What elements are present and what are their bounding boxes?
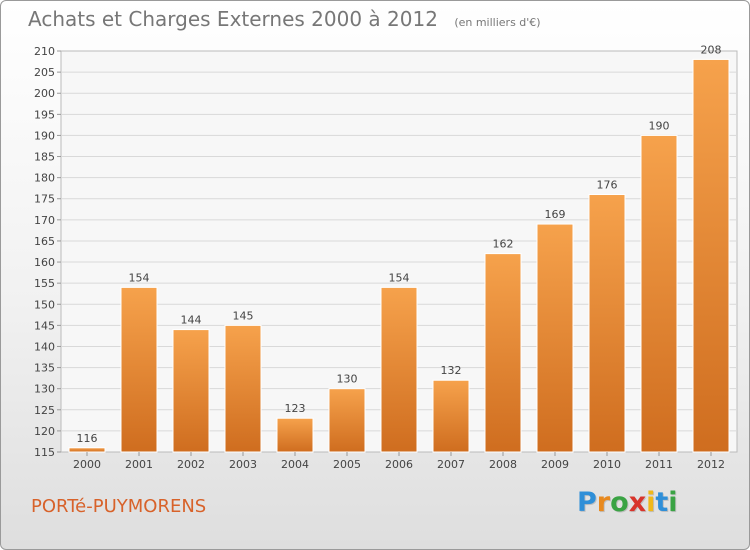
y-tick-label: 185 xyxy=(34,151,55,164)
logo-letter: t xyxy=(655,487,669,518)
data-label-2001: 154 xyxy=(129,271,150,284)
x-tick-label-2000: 2000 xyxy=(73,458,101,471)
x-tick-label-2008: 2008 xyxy=(489,458,517,471)
x-tick-label-2004: 2004 xyxy=(281,458,309,471)
data-label-2003: 145 xyxy=(233,309,254,322)
chart-title-text: Achats et Charges Externes 2000 à 2012 xyxy=(28,7,438,31)
y-tick-label: 195 xyxy=(34,108,55,121)
bar-2008 xyxy=(484,253,522,453)
chart-unit: (en milliers d'€) xyxy=(454,16,541,29)
bar-2002 xyxy=(172,329,210,453)
y-tick-label: 200 xyxy=(34,87,55,100)
logo-letter: i xyxy=(646,487,656,518)
data-label-2004: 123 xyxy=(285,402,306,415)
y-tick-label: 125 xyxy=(34,404,55,417)
logo-letter: i xyxy=(668,487,678,518)
y-tick-label: 130 xyxy=(34,383,55,396)
y-tick-label: 170 xyxy=(34,214,55,227)
y-tick-label: 115 xyxy=(34,446,55,459)
x-tick-label-2010: 2010 xyxy=(593,458,621,471)
bar-2005 xyxy=(328,388,366,453)
y-tick-label: 155 xyxy=(34,277,55,290)
y-tick-label: 205 xyxy=(34,66,55,79)
logo-letter: P xyxy=(577,487,597,518)
bar-2011 xyxy=(640,134,678,453)
y-tick-label: 165 xyxy=(34,235,55,248)
x-tick-label-2002: 2002 xyxy=(177,458,205,471)
y-tick-label: 160 xyxy=(34,256,55,269)
data-label-2012: 208 xyxy=(701,43,722,56)
bar-2006 xyxy=(380,286,418,453)
data-label-2009: 169 xyxy=(545,208,566,221)
bar-2007 xyxy=(432,379,470,453)
data-label-2008: 162 xyxy=(493,238,514,251)
data-label-2007: 132 xyxy=(441,364,462,377)
bar-2003 xyxy=(224,324,262,453)
y-tick-label: 190 xyxy=(34,129,55,142)
data-label-2000: 116 xyxy=(77,432,98,445)
bar-2000 xyxy=(68,447,106,453)
bars: 116 154 144 145 123 130 154 132 162 169 176 190 208 xyxy=(68,43,730,453)
chart-title: Achats et Charges Externes 2000 à 2012 (… xyxy=(28,7,541,31)
y-tick-label: 210 xyxy=(34,45,55,58)
bar-2012 xyxy=(692,58,730,453)
y-tick-label: 120 xyxy=(34,425,55,438)
x-tick-label-2009: 2009 xyxy=(541,458,569,471)
x-tick-label-2005: 2005 xyxy=(333,458,361,471)
y-axis: 115 120 125 130 135 140 145 150 155 160 165 170 175 1… xyxy=(34,45,61,459)
x-tick-label-2001: 2001 xyxy=(125,458,153,471)
data-label-2011: 190 xyxy=(649,119,670,132)
data-label-2010: 176 xyxy=(597,179,618,192)
x-tick-label-2003: 2003 xyxy=(229,458,257,471)
y-tick-label: 180 xyxy=(34,172,55,185)
bar-2004 xyxy=(276,417,314,453)
proxiti-logo[interactable]: Proxiti xyxy=(577,487,678,518)
y-tick-label: 135 xyxy=(34,362,55,375)
data-label-2005: 130 xyxy=(337,373,358,386)
x-tick-label-2011: 2011 xyxy=(645,458,673,471)
bar-2010 xyxy=(588,194,626,453)
logo-letter: x xyxy=(628,487,647,518)
town-name: PORTé-PUYMORENS xyxy=(31,496,207,517)
logo-letter: o xyxy=(610,487,629,518)
x-tick-label-2012: 2012 xyxy=(697,458,725,471)
x-axis: 2000 2001 2002 2003 2004 2005 2006 2007 2008 2009… xyxy=(73,452,725,471)
data-label-2002: 144 xyxy=(181,314,202,327)
y-tick-label: 140 xyxy=(34,340,55,353)
logo-letter: r xyxy=(596,487,611,518)
x-tick-label-2007: 2007 xyxy=(437,458,465,471)
y-tick-label: 145 xyxy=(34,319,55,332)
data-label-2006: 154 xyxy=(389,271,410,284)
y-tick-label: 175 xyxy=(34,193,55,206)
x-tick-label-2006: 2006 xyxy=(385,458,413,471)
bar-2009 xyxy=(536,223,574,453)
y-tick-label: 150 xyxy=(34,298,55,311)
bar-2001 xyxy=(120,286,158,453)
